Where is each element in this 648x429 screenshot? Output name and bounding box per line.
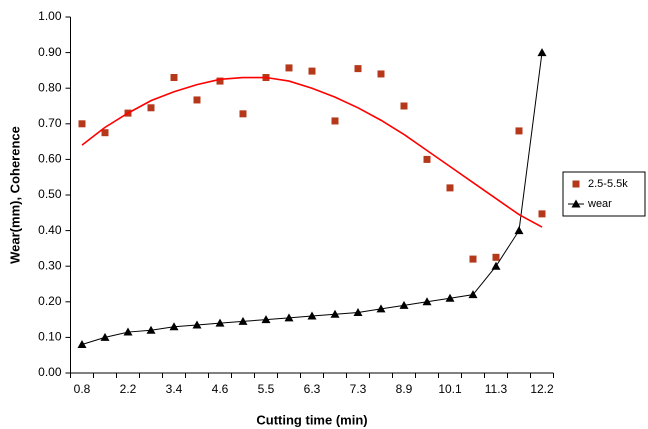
data-point [515,127,523,135]
data-point [353,307,363,316]
x-tick-label: 6.3 [304,382,321,396]
x-axis-title: Cutting time (min) [256,412,367,427]
data-point [354,65,362,73]
y-axis-title: Wear(mm), Coherence [7,126,22,264]
data-point [307,311,317,320]
data-point [193,96,201,104]
x-tick-label: 10.1 [438,382,462,396]
data-point [100,332,110,341]
data-point [331,117,339,125]
data-point [215,318,225,327]
data-point [192,320,202,329]
data-point [216,77,224,85]
legend-label: wear [587,198,612,210]
data-point [170,74,178,82]
data-point [468,290,478,299]
data-point [538,210,546,218]
data-point [491,261,501,270]
data-point [422,297,432,306]
data-point [537,48,547,57]
y-tick-label: 0.00 [38,365,62,379]
x-tick-label: 4.6 [212,382,229,396]
data-point [123,327,133,336]
data-point [376,304,386,313]
data-point [261,315,271,324]
y-tick-label: 0.20 [38,294,62,308]
x-tick-label: 2.2 [120,382,137,396]
data-point [77,340,87,349]
data-point [400,102,408,110]
x-tick-label: 5.5 [258,382,275,396]
data-point [285,64,293,72]
y-tick-label: 0.80 [38,80,62,94]
data-point [330,309,340,318]
legend-marker [571,199,581,208]
data-point [147,104,155,112]
y-tick-label: 0.50 [38,187,62,201]
data-point [469,255,477,263]
data-point [238,316,248,325]
y-tick-label: 0.90 [38,45,62,59]
data-point [492,253,500,261]
data-point [399,300,409,309]
data-point [308,67,316,75]
data-point [423,155,431,163]
data-point [446,184,454,192]
x-tick-label: 3.4 [166,382,183,396]
legend-box [562,171,646,217]
y-tick-label: 0.40 [38,223,62,237]
data-point [146,325,156,334]
series-line [81,76,543,228]
data-point [101,129,109,137]
x-tick-label: 11.3 [485,382,508,396]
legend-label: 2.5-5.5k [588,178,628,190]
data-point [284,313,294,322]
legend-marker [572,180,580,188]
x-tick-label: 0.8 [74,382,91,396]
y-tick-label: 1.00 [38,9,62,23]
data-point [78,120,86,128]
series-line [81,52,543,345]
data-point [239,110,247,118]
y-tick-label: 0.30 [38,258,62,272]
data-point [377,70,385,78]
y-tick-label: 0.70 [38,116,62,130]
data-point [445,293,455,302]
x-tick-label: 7.3 [350,382,367,396]
x-tick-label: 8.9 [396,382,413,396]
y-tick-label: 0.10 [38,330,62,344]
x-tick-label: 12.2 [530,382,554,396]
data-point [514,226,524,235]
data-point [169,322,179,331]
y-tick-label: 0.60 [38,152,62,166]
